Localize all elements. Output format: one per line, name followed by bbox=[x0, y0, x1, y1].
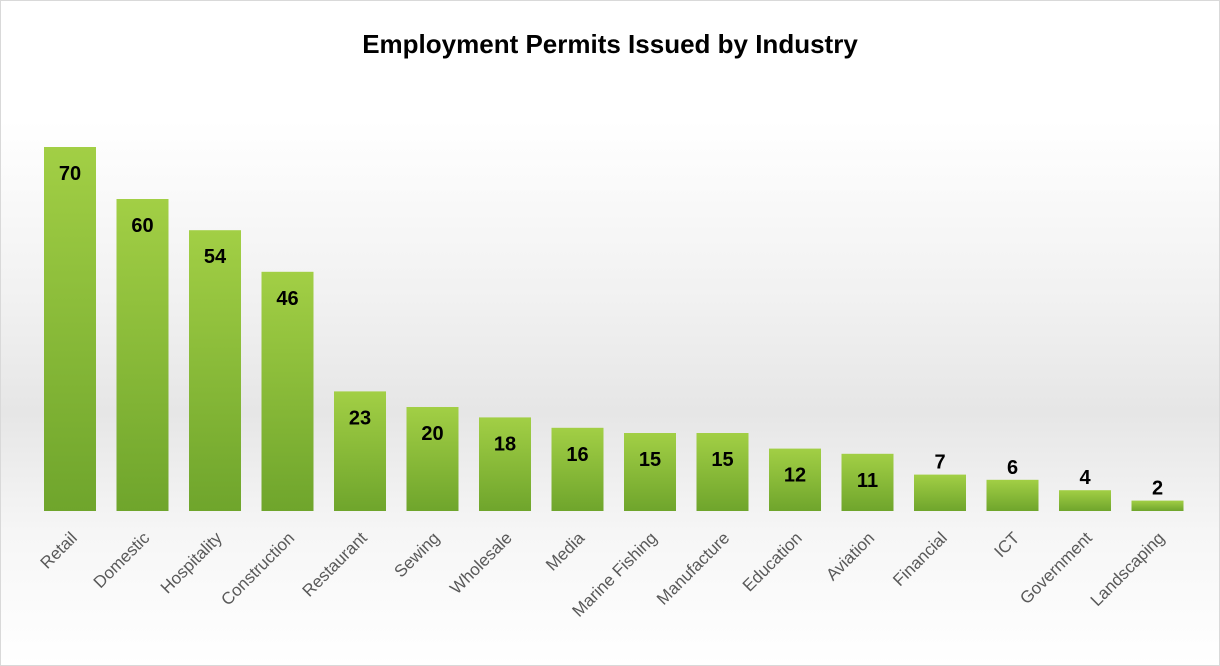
data-label: 11 bbox=[857, 470, 878, 492]
category-label: Financial bbox=[889, 528, 951, 590]
category-label: Government bbox=[1016, 528, 1096, 608]
data-label: 7 bbox=[934, 452, 945, 474]
data-labels-group: 70 60 54 46 23 20 18 16 15 15 12 11 7 6 4 2 bbox=[59, 163, 1163, 500]
chart-title: Employment Permits Issued by Industry bbox=[362, 29, 858, 59]
data-label: 12 bbox=[784, 465, 806, 487]
bar-hospitality bbox=[189, 230, 241, 511]
bar-aviation bbox=[841, 453, 894, 511]
category-label: Wholesale bbox=[446, 528, 516, 598]
data-label: 16 bbox=[566, 444, 588, 466]
data-label: 46 bbox=[276, 288, 298, 310]
bar-education bbox=[769, 448, 821, 511]
category-label: Domestic bbox=[90, 528, 154, 592]
data-label: 23 bbox=[349, 407, 371, 429]
category-label: Retail bbox=[37, 528, 81, 572]
bar-sewing bbox=[406, 407, 459, 511]
category-label: Manufacture bbox=[653, 528, 733, 608]
category-label: Landscaping bbox=[1087, 528, 1169, 610]
bar-media bbox=[551, 427, 604, 511]
data-label: 15 bbox=[639, 449, 661, 471]
data-label: 20 bbox=[421, 423, 443, 445]
bar-manufacture bbox=[696, 433, 749, 511]
bar-restaurant bbox=[334, 391, 386, 511]
category-label: Media bbox=[542, 528, 589, 575]
data-label: 70 bbox=[59, 163, 81, 185]
category-label: Restaurant bbox=[299, 528, 371, 600]
data-label: 60 bbox=[131, 215, 153, 237]
bars-group bbox=[44, 147, 1184, 511]
data-label: 4 bbox=[1079, 467, 1091, 489]
category-label: Aviation bbox=[822, 528, 878, 584]
data-label: 18 bbox=[494, 433, 516, 455]
data-label: 15 bbox=[711, 449, 733, 471]
category-label: Sewing bbox=[390, 528, 443, 581]
data-label: 2 bbox=[1152, 478, 1163, 500]
category-label: Education bbox=[739, 528, 806, 595]
bar-retail bbox=[44, 147, 96, 511]
bar-government bbox=[1059, 490, 1111, 511]
bar-marine-fishing bbox=[624, 433, 676, 511]
data-label: 54 bbox=[204, 246, 227, 268]
category-label: Construction bbox=[217, 528, 298, 609]
category-label: Hospitality bbox=[157, 528, 226, 597]
bar-domestic bbox=[116, 199, 169, 511]
bar-ict bbox=[986, 479, 1039, 511]
bar-construction bbox=[261, 271, 314, 511]
category-label: ICT bbox=[991, 528, 1024, 561]
bar-financial bbox=[914, 474, 966, 511]
bar-wholesale bbox=[479, 417, 531, 511]
data-label: 6 bbox=[1007, 457, 1018, 479]
bar-landscaping bbox=[1131, 500, 1184, 511]
